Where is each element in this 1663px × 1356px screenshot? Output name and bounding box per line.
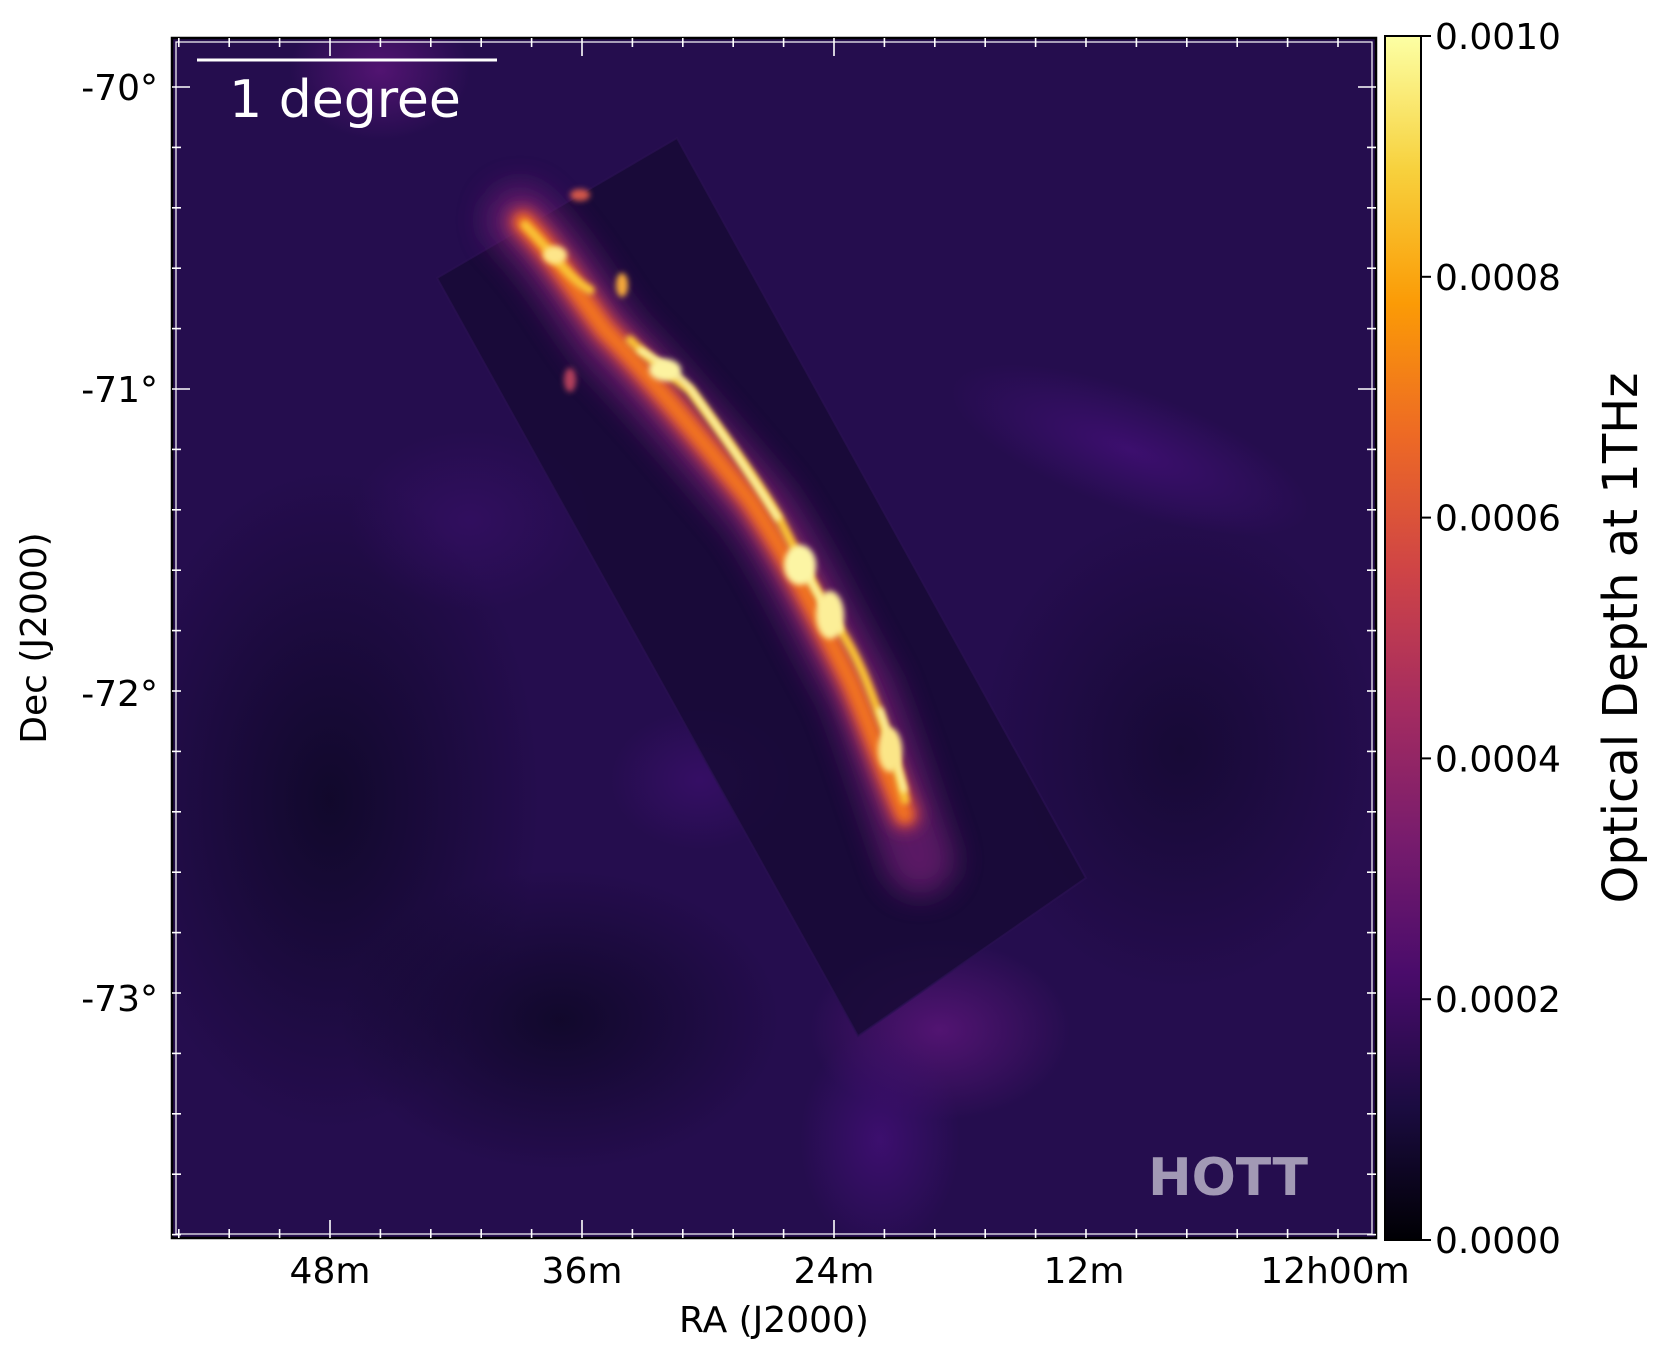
y-tick-label: -73° xyxy=(81,979,158,1020)
colorbar-tick-labels: 0.0000 0.0002 0.0004 0.0006 0.0008 0.001… xyxy=(1435,17,1561,1262)
colorbar xyxy=(1384,35,1422,1241)
x-tick-label: 36m xyxy=(542,1251,623,1292)
colorbar-ticks xyxy=(1421,35,1431,1241)
colorbar-tick-label: 0.0000 xyxy=(1435,1221,1561,1262)
y-axis-label: Dec (J2000) xyxy=(14,532,55,743)
y-tick-label: -72° xyxy=(81,674,158,715)
colorbar-tick-label: 0.0004 xyxy=(1435,739,1561,780)
tick-marks xyxy=(172,38,1376,1238)
x-tick-label: 48m xyxy=(290,1251,371,1292)
x-tick-label: 24m xyxy=(794,1251,875,1292)
plot-frame xyxy=(170,36,1378,1240)
x-tick-label: 12m xyxy=(1044,1251,1125,1292)
y-tick-labels: -70° -71° -72° -73° xyxy=(81,68,158,1020)
x-axis-label: RA (J2000) xyxy=(679,1300,869,1341)
x-tick-label: 12h00m xyxy=(1260,1251,1410,1292)
colorbar-tick-label: 0.0008 xyxy=(1435,258,1561,299)
x-tick-labels: 48m 36m 24m 12m 12h00m xyxy=(290,1251,1410,1292)
heatmap-image xyxy=(172,38,1376,1238)
colorbar-tick-label: 0.0002 xyxy=(1435,980,1561,1021)
watermark: HOTT xyxy=(1148,1148,1308,1208)
y-tick-label: -71° xyxy=(81,370,158,411)
colorbar-tick-label: 0.0006 xyxy=(1435,499,1561,540)
colorbar-tick-label: 0.0010 xyxy=(1435,17,1561,58)
scale-bar-label: 1 degree xyxy=(229,70,461,130)
colorbar-label: Optical Depth at 1THz xyxy=(1593,373,1649,904)
y-tick-label: -70° xyxy=(81,68,158,109)
